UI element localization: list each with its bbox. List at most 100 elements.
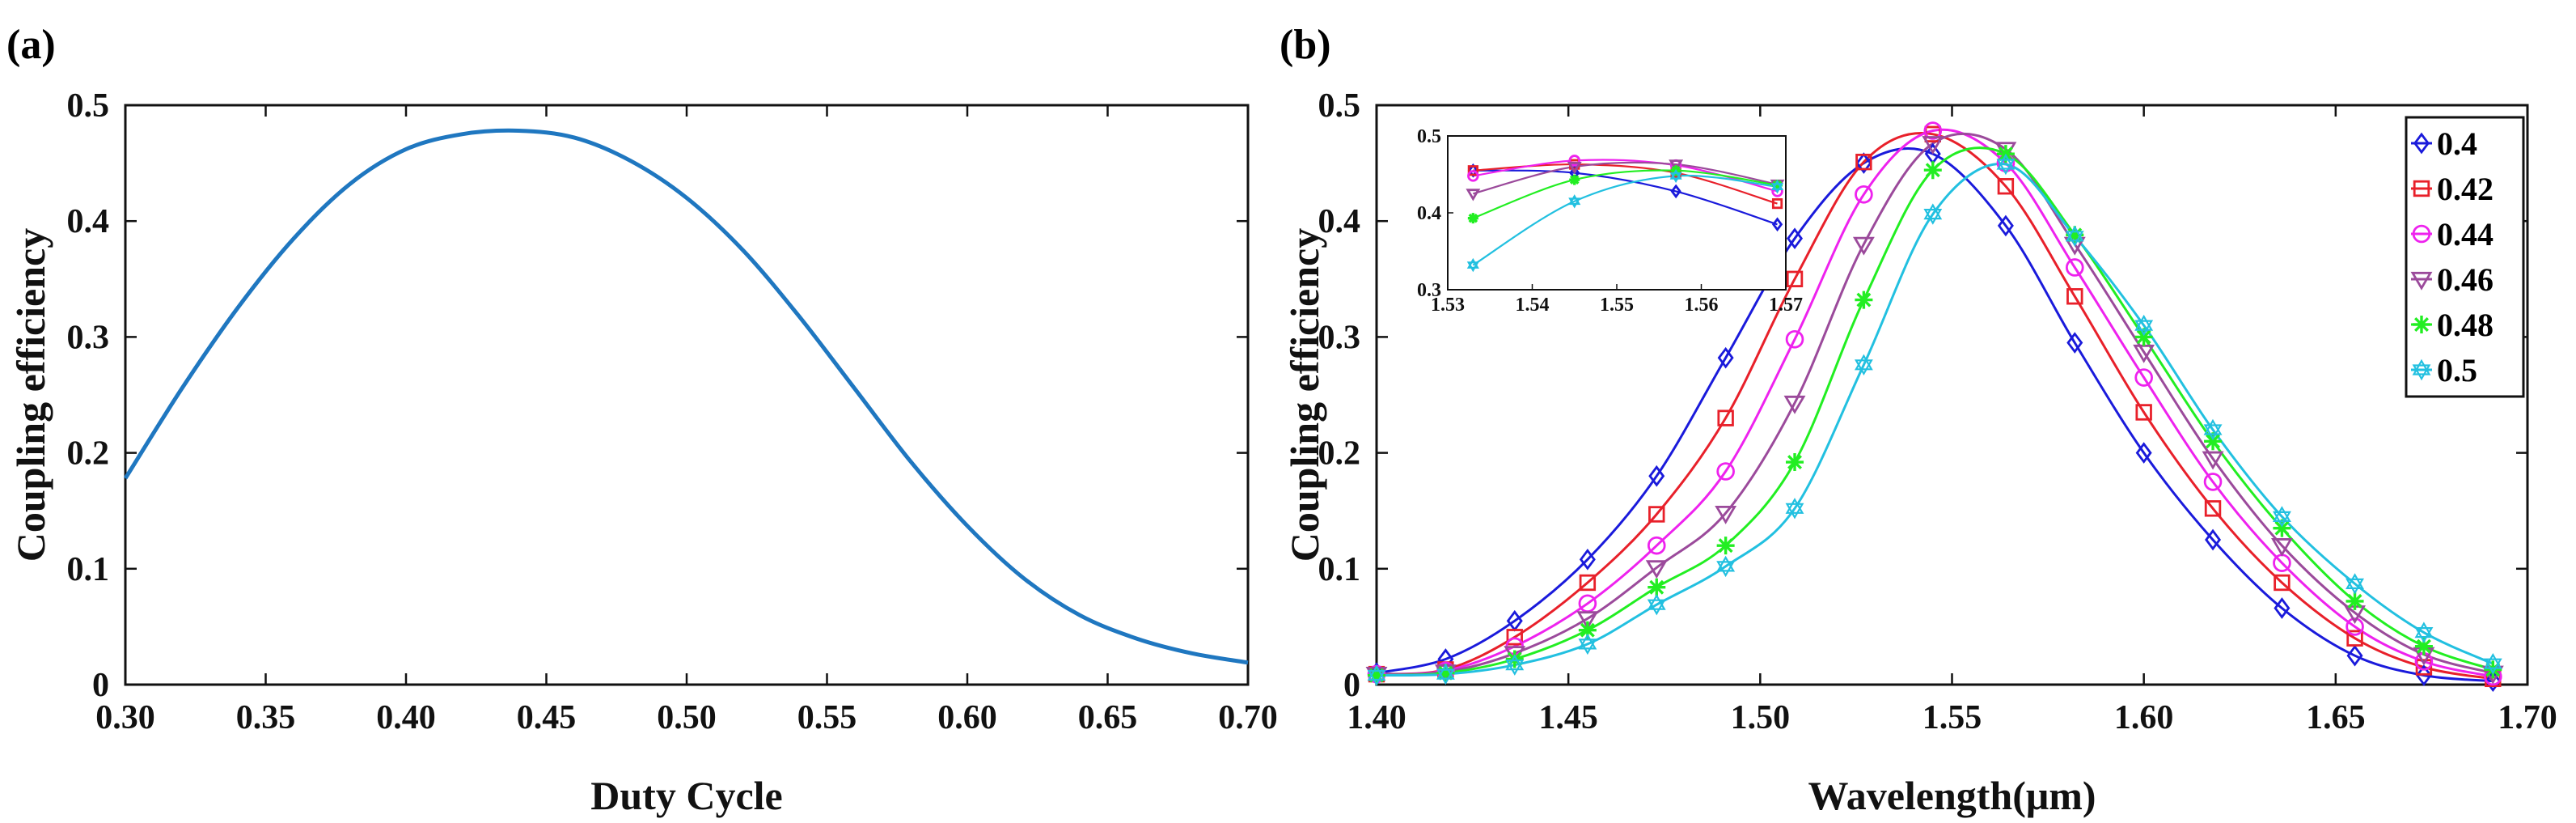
chart-b-point-0.44 (2134, 368, 2153, 387)
chart-b-inset-x-tick-label: 1.54 (1516, 295, 1550, 316)
chart-b-inset-point-0.5 (1466, 257, 1479, 273)
chart-b-point-0.5 (2272, 506, 2291, 528)
chart-b-point-0.5 (1716, 555, 1736, 578)
chart-b-point-0.4 (1579, 549, 1596, 571)
chart-b-inset-line-0.4 (1473, 169, 1778, 226)
chart-b-point-0.48 (1505, 650, 1524, 668)
chart-b-legend-label: 0.42 (2437, 171, 2494, 207)
chart-b-y-tick-label: 0.2 (1318, 435, 1361, 473)
chart-a-y-tick-label: 0.1 (67, 551, 110, 588)
chart-b-inset-point-0.44 (1467, 170, 1479, 182)
chart-b-series-line-0.5 (1376, 162, 2494, 677)
chart-b-inset-y-tick-label: 0.3 (1417, 280, 1441, 301)
chart-b-point-0.48 (1923, 161, 1942, 180)
chart-b-y-tick-label: 0 (1343, 667, 1360, 704)
chart-b-point-0.48 (2484, 660, 2502, 679)
chart-b-point-0.48 (2066, 226, 2084, 244)
chart-b-point-0.48 (1578, 621, 1597, 639)
chart-b-point-0.44 (2203, 473, 2223, 491)
chart-b-point-0.4 (1648, 465, 1665, 487)
chart-b-point-0.46 (1783, 395, 1806, 414)
chart-b-legend-marker (2412, 358, 2431, 381)
chart-a-x-tick-label: 0.40 (376, 699, 436, 736)
chart-a-x-tick-label: 0.70 (1218, 699, 1278, 736)
chart-b-point-0.42 (2274, 574, 2290, 592)
chart-b-y-tick-label: 0.5 (1318, 87, 1361, 125)
chart-b-point-0.46 (1715, 505, 1737, 524)
chart-b-point-0.42 (1579, 574, 1597, 592)
chart-b-inset-bg (1448, 136, 1786, 290)
chart-b-inset-point-0.46 (1567, 162, 1582, 175)
chart-b-x-tick-label: 1.55 (1922, 699, 1982, 736)
chart-a-x-tick-label: 0.45 (517, 699, 577, 736)
chart-b-point-0.5 (1436, 663, 1455, 685)
chart-b-point-0.4 (2415, 664, 2432, 686)
chart-a-x-tick-label: 0.60 (937, 699, 997, 736)
chart-b-point-0.48 (1855, 291, 1873, 309)
chart-b-legend-box (2405, 116, 2525, 398)
chart-b-inset-point-0.5 (1568, 194, 1581, 209)
chart-b-inset-line-0.42 (1473, 163, 1778, 205)
chart-b-point-0.48 (2273, 519, 2291, 537)
chart-b-legend-marker (2412, 224, 2431, 244)
chart-b-inset-point-0.44 (1568, 155, 1581, 167)
chart-b-legend-label: 0.46 (2437, 261, 2494, 298)
chart-a-x-tick-label: 0.55 (797, 699, 857, 736)
chart-b-inset-x-tick-label: 1.55 (1600, 295, 1634, 316)
chart-b-point-0.5 (2134, 314, 2154, 337)
chart-a-axes-frame (124, 104, 1250, 686)
chart-b-point-0.48 (2345, 592, 2364, 610)
chart-b-series-line-0.44 (1376, 128, 2494, 678)
chart-b-inset-x-tick-label: 1.57 (1769, 295, 1803, 316)
chart-b-point-0.48 (1436, 664, 1455, 682)
chart-b-point-0.4 (2135, 442, 2152, 464)
chart-b-point-0.44 (1855, 185, 1873, 204)
chart-b-x-tick-label: 1.60 (2114, 699, 2174, 736)
chart-b-point-0.4 (1855, 152, 1872, 174)
chart-b-point-0.5 (2203, 418, 2223, 441)
chart-b-legend: 0.4 0.42 0.44 0.46 0.48 0.5 (2405, 116, 2525, 398)
chart-b-legend-marker (2410, 271, 2433, 291)
chart-b-point-0.42 (2066, 288, 2083, 305)
chart-b-point-0.48 (1716, 537, 1735, 555)
chart-b-point-0.5 (1578, 633, 1597, 655)
chart-b-y-axis-label: Coupling efficiency (1282, 228, 1327, 562)
chart-b-legend-label: 0.5 (2437, 352, 2477, 388)
chart-b-point-0.5 (1996, 153, 2016, 176)
chart-b-point-0.46 (1645, 560, 1668, 579)
chart-b-y-tick-label: 0.1 (1318, 551, 1361, 588)
panel-label-a: (a) (6, 22, 56, 68)
chart-b-inset-y-tick-label: 0.4 (1417, 203, 1441, 224)
chart-a-x-tick-label: 0.35 (236, 699, 296, 736)
chart-b-x-tick-label: 1.40 (1347, 699, 1406, 736)
chart-b-y-tick-label: 0.3 (1318, 319, 1361, 356)
chart-b-point-0.5 (1854, 354, 1873, 376)
chart-b-point-0.4 (2485, 670, 2502, 693)
chart-b-point-0.46 (1852, 236, 1875, 256)
chart-b-inset-point-0.42 (1771, 197, 1783, 210)
chart-b-inset-point-0.4 (1771, 217, 1783, 232)
chart-a-series-line (123, 128, 1249, 665)
chart-b-point-0.4 (1997, 214, 2014, 237)
chart-b-inset-point-0.48 (1467, 213, 1478, 224)
chart-a-y-tick-label: 0 (92, 667, 109, 704)
chart-a-x-tick-label: 0.50 (657, 699, 717, 736)
chart-b-point-0.42 (1997, 178, 2015, 195)
chart-a-y-tick-label: 0.3 (67, 319, 110, 356)
chart-b-inset-point-0.5 (1669, 168, 1682, 184)
chart-a-x-axis-label: Duty Cycle (590, 773, 782, 818)
chart-b-inset-point-0.46 (1669, 159, 1684, 172)
chart-b-inset-line-0.46 (1473, 161, 1778, 195)
chart-b-legend-label: 0.44 (2437, 216, 2494, 252)
chart-b-point-0.5 (2414, 621, 2434, 643)
chart-b-point-0.48 (2414, 637, 2433, 655)
chart-b-point-0.4 (1717, 346, 1734, 369)
chart-b-y-tick-label: 0.4 (1318, 203, 1361, 240)
chart-b-inset-line-0.44 (1473, 159, 1778, 193)
chart-b-point-0.48 (1648, 578, 1666, 596)
chart-b-x-axis-label: Wavelength(μm) (1808, 773, 2096, 818)
chart-b-point-0.42 (1717, 409, 1734, 426)
chart-b-inset-point-0.4 (1670, 184, 1681, 199)
chart-b-point-0.42 (1506, 629, 1523, 646)
chart-b-inset-point-0.5 (1770, 180, 1784, 194)
